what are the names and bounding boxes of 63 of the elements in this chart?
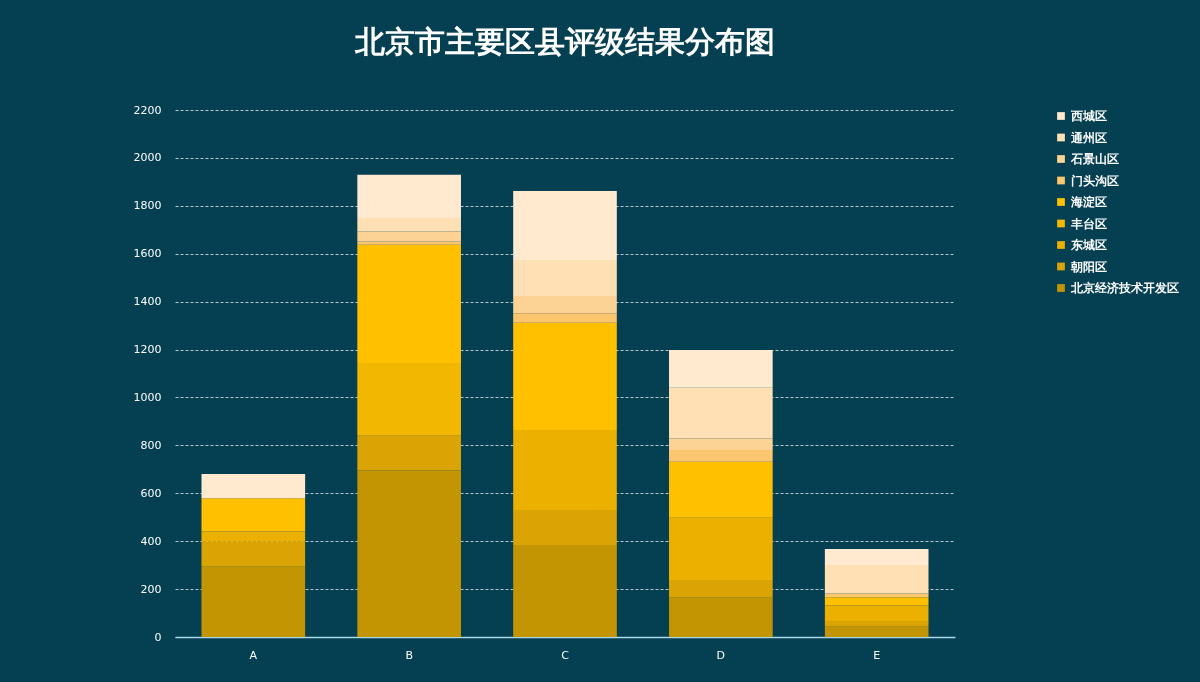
legend-label: 丰台区 <box>1070 216 1107 231</box>
bar <box>357 241 461 245</box>
legend-label: 朝阳区 <box>1070 259 1107 274</box>
bar <box>201 531 306 542</box>
bar <box>357 231 461 242</box>
legend-label: 海淀区 <box>1070 195 1107 209</box>
x-tick-label: E <box>873 648 881 662</box>
y-tick-label: 1200 <box>133 343 162 357</box>
bar <box>824 605 929 621</box>
y-tick-label: 2200 <box>133 103 162 117</box>
bar <box>669 449 773 462</box>
y-tick-label: 1000 <box>133 390 162 404</box>
bar <box>513 295 617 314</box>
bar <box>669 517 773 580</box>
bar <box>513 313 617 323</box>
bar <box>669 387 773 439</box>
legend-label: 东城区 <box>1070 238 1107 252</box>
y-tick-label: 400 <box>140 534 162 548</box>
bar <box>513 545 617 637</box>
bar <box>824 564 929 594</box>
bar <box>357 362 461 436</box>
bar <box>201 541 306 567</box>
bar <box>201 498 306 532</box>
legend-label: 石景山区 <box>1070 152 1119 166</box>
legend-label: 西城区 <box>1070 109 1107 123</box>
bar <box>824 597 929 606</box>
y-tick-label: 0 <box>154 630 162 644</box>
bar <box>669 597 773 637</box>
y-tick-label: 1400 <box>133 295 162 309</box>
bar <box>201 566 306 637</box>
x-tick-label: C <box>561 648 570 662</box>
bar <box>357 174 461 219</box>
y-tick-label: 2000 <box>133 151 162 165</box>
legend-label: 通州区 <box>1070 130 1107 145</box>
bar <box>357 244 461 363</box>
bar <box>824 549 929 565</box>
bar <box>201 474 306 499</box>
bar <box>669 350 773 388</box>
y-tick-label: 1800 <box>133 199 162 213</box>
bar <box>357 435 461 471</box>
y-tick-label: 600 <box>140 486 162 500</box>
bar <box>824 620 929 627</box>
bar <box>513 430 617 511</box>
bar <box>513 190 617 260</box>
legend-label: 门头沟区 <box>1071 173 1119 188</box>
legend-label: 北京经济技术开发区 <box>1070 281 1179 295</box>
x-tick-label: A <box>249 648 258 662</box>
bar <box>357 218 461 232</box>
chart-title: 北京市主要区县评级结果分布图 <box>354 24 775 59</box>
bar <box>513 322 617 431</box>
bar <box>824 593 929 598</box>
y-tick-label: 1600 <box>133 247 162 261</box>
bar <box>669 438 773 450</box>
bar <box>513 510 617 546</box>
bar <box>357 470 461 637</box>
y-tick-label: 200 <box>140 582 162 596</box>
x-tick-label: D <box>716 648 726 662</box>
bar <box>513 259 617 296</box>
bar <box>824 626 929 637</box>
y-tick-label: 800 <box>140 438 162 452</box>
bar <box>669 461 773 518</box>
bar <box>669 579 773 598</box>
x-tick-label: B <box>405 648 413 662</box>
